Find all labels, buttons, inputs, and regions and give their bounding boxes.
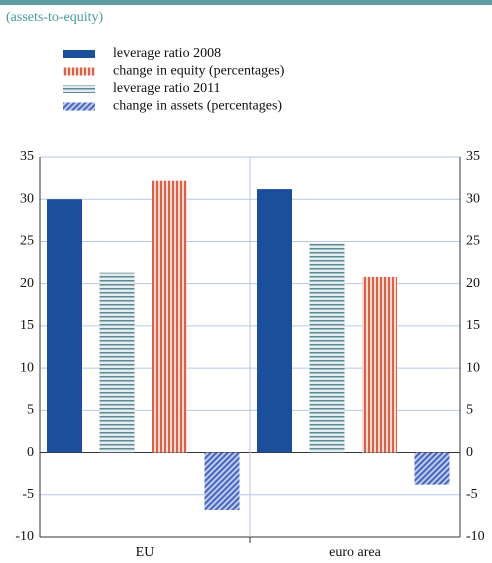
legend-swatch (63, 50, 95, 58)
y-tick-label-right: 25 (466, 234, 480, 249)
bar (257, 189, 292, 453)
y-tick-label-right: 30 (466, 191, 480, 206)
legend-label: change in equity (percentages) (113, 64, 285, 79)
y-tick-label: -10 (15, 529, 34, 544)
y-tick-label: 10 (20, 360, 34, 375)
y-tick-label: 0 (27, 445, 34, 460)
legend-swatch (63, 67, 95, 76)
y-tick-label: -5 (22, 487, 34, 502)
bar (47, 199, 82, 453)
bar (309, 243, 345, 453)
y-tick-label: 30 (20, 191, 34, 206)
legend-swatch (63, 85, 95, 93)
bar (414, 452, 450, 485)
legend-label: change in assets (percentages) (113, 99, 282, 114)
y-tick-label-right: 15 (466, 318, 480, 333)
y-tick-label: 20 (20, 276, 34, 291)
y-tick-label: 35 (20, 149, 34, 164)
x-tick-label: euro area (329, 545, 381, 560)
y-tick-label: 5 (27, 403, 34, 418)
y-tick-label-right: 35 (466, 149, 480, 164)
legend-label: leverage ratio 2011 (113, 81, 221, 96)
bar (152, 180, 187, 453)
y-tick-label-right: -5 (466, 487, 478, 502)
x-tick-label: EU (136, 545, 155, 560)
y-tick-label-right: 5 (466, 403, 473, 418)
legend-swatch (63, 102, 95, 111)
y-tick-label-right: 10 (466, 360, 480, 375)
header-bar (0, 0, 492, 5)
y-tick-label: 25 (20, 234, 34, 249)
subtitle: (assets-to-equity) (6, 10, 104, 25)
bar (204, 452, 240, 510)
y-tick-label-right: 0 (466, 445, 473, 460)
bar (362, 276, 397, 453)
legend-label: leverage ratio 2008 (113, 46, 221, 61)
bar (99, 272, 135, 453)
y-tick-label: 15 (20, 318, 34, 333)
y-tick-label-right: 20 (466, 276, 480, 291)
y-tick-label-right: -10 (466, 529, 485, 544)
